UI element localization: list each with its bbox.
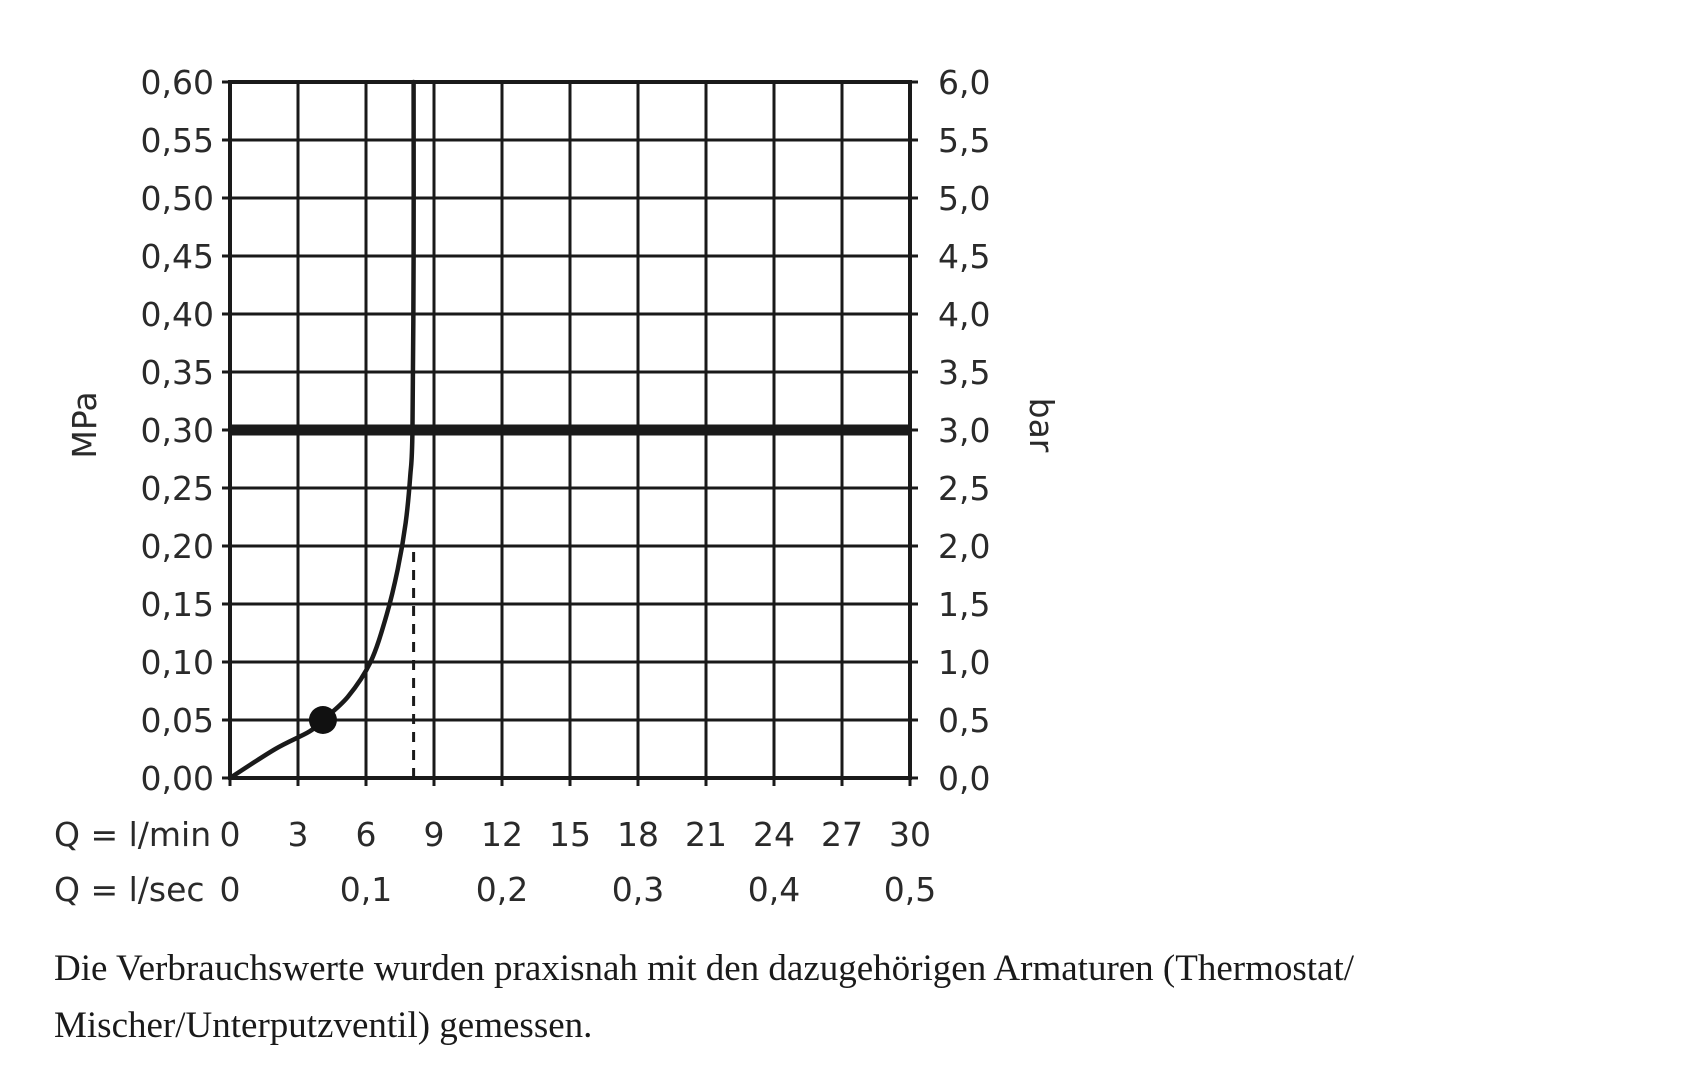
x-tick-label: 3 [288,815,309,854]
measurement-note: Die Verbrauchswerte wurden praxisnah mit… [54,940,1614,1054]
flow-curve-0 [227,79,416,781]
x-tick-label: 18 [617,815,659,854]
y-right-tick-label: 5,5 [938,121,990,160]
y-right-tick-label: 3,0 [938,411,990,450]
y-left-tick-label: 0,60 [141,63,214,102]
y-right-tick-label: 4,0 [938,295,990,334]
x-tick-label: 12 [481,815,523,854]
y-left-tick-label: 0,25 [141,469,214,508]
y-left-tick-label: 0,30 [141,411,214,450]
x-tick-label: 24 [753,815,795,854]
x2-tick-label: 0,3 [612,870,664,909]
plot-border [228,80,912,780]
y-right-tick-label: 4,5 [938,237,990,276]
x-tick-label: 15 [549,815,591,854]
x2-axis-unit-label: Q = l/sec [54,870,205,909]
y-right-tick-label: 5,0 [938,179,990,218]
y-left-tick-label: 0,50 [141,179,214,218]
y-right-tick-label: 2,0 [938,527,990,566]
y-right-tick-labels: 0,0 0,5 1,0 1,5 2,0 2,5 3,0 3,5 4,0 4,5 5,0 5,5 6,0 [938,63,990,798]
operating-point-marker [308,706,337,734]
x-tick-labels: 0 3 6 9 12 15 18 21 24 27 30 [220,815,932,854]
y-left-tick-label: 0,35 [141,353,214,392]
x-axis-unit-label: Q = l/min [54,815,211,854]
y-left-tick-label: 0,05 [141,701,214,740]
x-tick-label: 6 [356,815,377,854]
y-right-axis-label: bar [1022,398,1061,453]
y-left-tick-label: 0,20 [141,527,214,566]
reference-lines [230,424,910,778]
x-tick-label: 0 [220,815,241,854]
x2-tick-label: 0,2 [476,870,528,909]
measurement-note-line-1: Die Verbrauchswerte wurden praxisnah mit… [54,948,1355,989]
y-left-tick-labels: 0,00 0,05 0,10 0,15 0,20 0,25 0,30 0,35 0,40 0,45… [141,63,214,798]
x2-tick-label: 0,4 [748,870,800,909]
y-left-axis-label: MPa [65,391,104,458]
x-tick-label: 21 [685,815,727,854]
x-tick-label: 30 [889,815,931,854]
x2-tick-label: 0,5 [884,870,936,909]
y-left-tick-label: 0,15 [141,585,214,624]
y-right-tick-label: 0,5 [938,701,990,740]
y-right-tick-label: 1,5 [938,585,990,624]
y-left-tick-label: 0,40 [141,295,214,334]
y-right-tick-label: 1,0 [938,643,990,682]
y-left-tick-label: 0,00 [141,759,214,798]
series-layer [227,79,416,781]
y-right-tick-label: 3,5 [938,353,990,392]
x-tick-label: 9 [424,815,445,854]
y-right-tick-label: 0,0 [938,759,990,798]
y-left-tick-label: 0,55 [141,121,214,160]
x-tick-label: 27 [821,815,863,854]
x2-tick-labels: 0 0,1 0,2 0,3 0,4 0,5 [220,870,937,909]
x2-tick-label: 0 [220,870,241,909]
y-left-tick-label: 0,45 [141,237,214,276]
y-right-tick-label: 6,0 [938,63,990,102]
y-right-tick-label: 2,5 [938,469,990,508]
y-left-tick-label: 0,10 [141,643,214,682]
measurement-note-line-2: Mischer/Unterputzventil) gemessen. [54,1005,593,1046]
pressure-flow-chart: 0,000,050,100,150,200,250,300,350,400,45… [54,63,1061,909]
plot-frame [228,80,912,780]
x2-tick-label: 0,1 [340,870,392,909]
